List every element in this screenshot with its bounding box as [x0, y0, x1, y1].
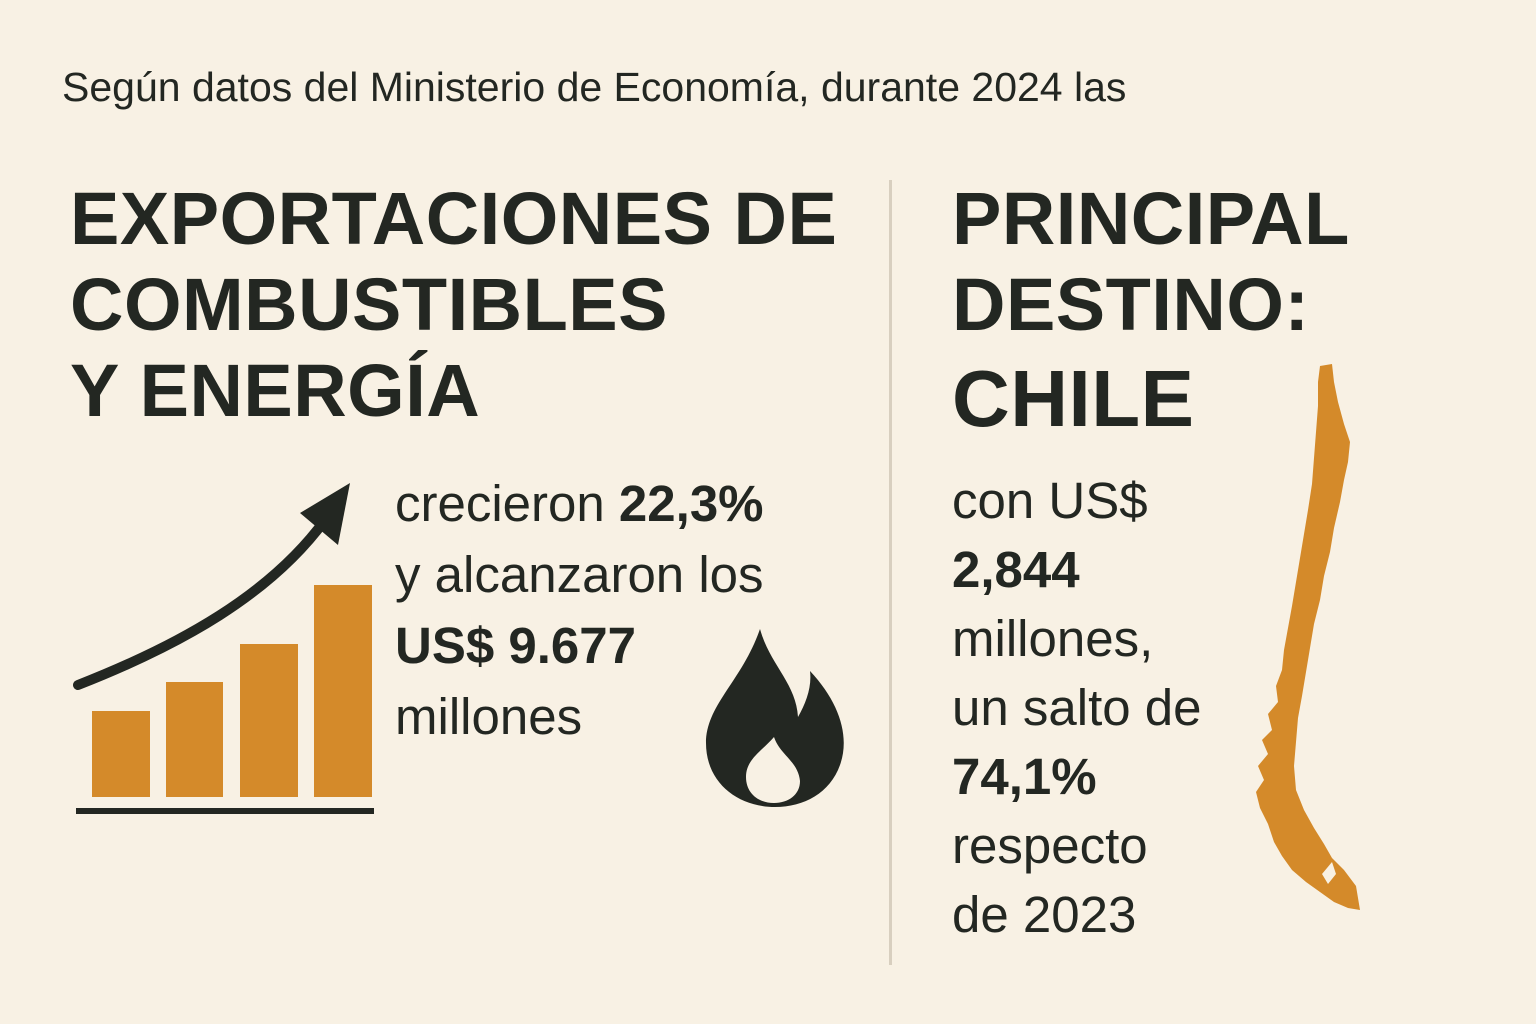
exports-unit: millones — [395, 688, 583, 745]
destination-line: de 2023 — [952, 886, 1137, 943]
reached-text: y alcanzaron los — [395, 546, 764, 603]
bar-3 — [240, 644, 298, 797]
destination-headline-line: PRINCIPAL — [952, 177, 1350, 260]
destination-country: CHILE — [952, 354, 1195, 443]
chile-map-icon — [1256, 364, 1360, 910]
growth-prefix: crecieron — [395, 475, 619, 532]
growth-percent: 22,3% — [618, 475, 764, 532]
jump-percent: 74,1% — [952, 748, 1097, 805]
destination-headline-line: DESTINO: — [952, 263, 1310, 346]
bar-2 — [166, 682, 223, 797]
destination-line: con US$ — [952, 472, 1148, 529]
destination-line: millones, — [952, 610, 1154, 667]
exports-headline-line: Y ENERGÍA — [70, 349, 481, 432]
destination-line: un salto de — [952, 679, 1202, 736]
bar-1 — [92, 711, 150, 797]
bar-chart-growth-icon — [73, 483, 374, 814]
bar-4 — [314, 585, 372, 797]
exports-headline-line: EXPORTACIONES DE — [70, 177, 838, 260]
growth-arrow-head — [300, 483, 350, 545]
destination-line: respecto — [952, 817, 1148, 874]
exports-amount: US$ 9.677 — [395, 617, 637, 674]
exports-headline-line: COMBUSTIBLES — [70, 263, 668, 346]
flame-icon — [706, 629, 844, 807]
destination-amount: 2,844 — [952, 541, 1080, 598]
exports-headline: EXPORTACIONES DE COMBUSTIBLES Y ENERGÍA — [70, 176, 837, 434]
column-divider — [889, 180, 892, 965]
exports-description: crecieron 22,3% y alcanzaron los US$ 9.6… — [395, 468, 764, 752]
destination-headline: PRINCIPAL DESTINO: CHILE — [952, 176, 1350, 442]
intro-text: Según datos del Ministerio de Economía, … — [62, 64, 1127, 110]
destination-description: con US$ 2,844 millones, un salto de 74,1… — [952, 466, 1202, 949]
chart-baseline — [76, 808, 374, 814]
growth-arrow-line — [73, 515, 330, 690]
